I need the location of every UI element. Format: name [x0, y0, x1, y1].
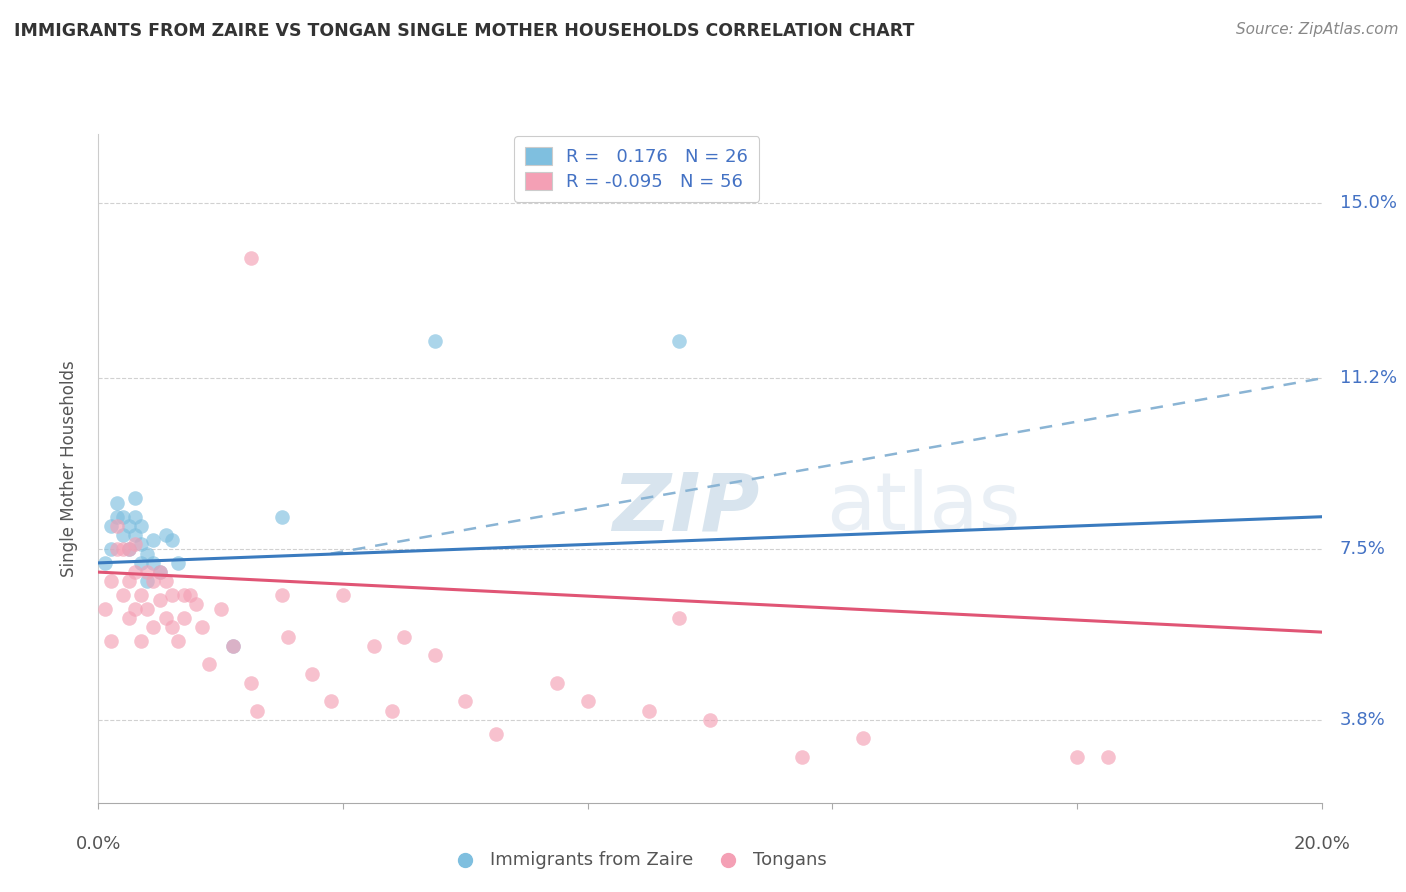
Point — [155, 611, 177, 625]
Point — [136, 602, 159, 616]
Point — [790, 749, 813, 764]
Point — [485, 726, 508, 740]
Text: 11.2%: 11.2% — [1340, 369, 1398, 387]
Point — [191, 620, 214, 634]
Text: 7.5%: 7.5% — [1340, 540, 1386, 558]
Point — [155, 528, 177, 542]
Point — [111, 542, 134, 557]
Point — [118, 519, 141, 533]
Point — [129, 556, 152, 570]
Point — [423, 648, 446, 662]
Point — [100, 574, 122, 589]
Point — [111, 528, 134, 542]
Point — [246, 704, 269, 718]
Point — [222, 639, 245, 653]
Point — [363, 639, 385, 653]
Point — [160, 588, 183, 602]
Point — [105, 496, 128, 510]
Point — [93, 602, 115, 616]
Point — [392, 630, 416, 644]
Point — [160, 533, 183, 547]
Point — [136, 565, 159, 579]
Point — [186, 598, 208, 612]
Point — [105, 542, 128, 557]
Point — [118, 611, 141, 625]
Point — [197, 657, 219, 672]
Point — [142, 556, 165, 570]
Point — [149, 592, 172, 607]
Point — [124, 491, 146, 506]
Point — [332, 588, 354, 602]
Point — [142, 620, 165, 634]
Point — [105, 509, 128, 524]
Point — [301, 666, 323, 681]
Point — [637, 704, 661, 718]
Text: Tongans: Tongans — [752, 851, 827, 869]
Point — [111, 509, 134, 524]
Point — [454, 694, 477, 708]
Point — [222, 639, 245, 653]
Text: Source: ZipAtlas.com: Source: ZipAtlas.com — [1236, 22, 1399, 37]
Text: 15.0%: 15.0% — [1340, 194, 1398, 212]
Point — [179, 588, 201, 602]
Point — [118, 574, 141, 589]
Point — [142, 533, 165, 547]
Point — [129, 634, 152, 648]
Point — [277, 630, 299, 644]
Point — [240, 676, 263, 690]
Point — [105, 519, 128, 533]
Text: 20.0%: 20.0% — [1294, 835, 1350, 853]
Point — [100, 519, 122, 533]
Point — [423, 334, 446, 349]
Point — [149, 565, 172, 579]
Point — [124, 602, 146, 616]
Point — [173, 611, 195, 625]
Point — [100, 542, 122, 557]
Point — [124, 565, 146, 579]
Point — [93, 556, 115, 570]
Point — [270, 509, 292, 524]
Text: ZIP: ZIP — [612, 469, 759, 548]
Point — [668, 334, 690, 349]
Point — [173, 588, 195, 602]
Point — [155, 574, 177, 589]
Point — [124, 528, 146, 542]
Point — [129, 588, 152, 602]
Point — [240, 252, 263, 266]
Point — [852, 731, 875, 746]
Point — [160, 620, 183, 634]
Point — [136, 547, 159, 561]
Point — [699, 713, 721, 727]
Point — [546, 676, 568, 690]
Point — [142, 574, 165, 589]
Point — [118, 542, 141, 557]
Text: 0.0%: 0.0% — [76, 835, 121, 853]
Point — [124, 537, 146, 551]
Text: atlas: atlas — [827, 469, 1021, 548]
Point — [576, 694, 599, 708]
Point — [136, 574, 159, 589]
Point — [1066, 749, 1088, 764]
Y-axis label: Single Mother Households: Single Mother Households — [59, 360, 77, 576]
Point — [129, 519, 152, 533]
Point — [381, 704, 404, 718]
Point — [124, 509, 146, 524]
Point — [167, 556, 190, 570]
Text: Immigrants from Zaire: Immigrants from Zaire — [489, 851, 693, 869]
Point — [100, 634, 122, 648]
Point — [111, 588, 134, 602]
Point — [270, 588, 292, 602]
Text: 3.8%: 3.8% — [1340, 711, 1386, 729]
Point — [1097, 749, 1119, 764]
Point — [167, 634, 190, 648]
Point — [209, 602, 232, 616]
Point — [118, 542, 141, 557]
Point — [149, 565, 172, 579]
Point — [319, 694, 342, 708]
Text: IMMIGRANTS FROM ZAIRE VS TONGAN SINGLE MOTHER HOUSEHOLDS CORRELATION CHART: IMMIGRANTS FROM ZAIRE VS TONGAN SINGLE M… — [14, 22, 914, 40]
Point — [668, 611, 690, 625]
Point — [129, 537, 152, 551]
Legend: R =   0.176   N = 26, R = -0.095   N = 56: R = 0.176 N = 26, R = -0.095 N = 56 — [515, 136, 759, 202]
